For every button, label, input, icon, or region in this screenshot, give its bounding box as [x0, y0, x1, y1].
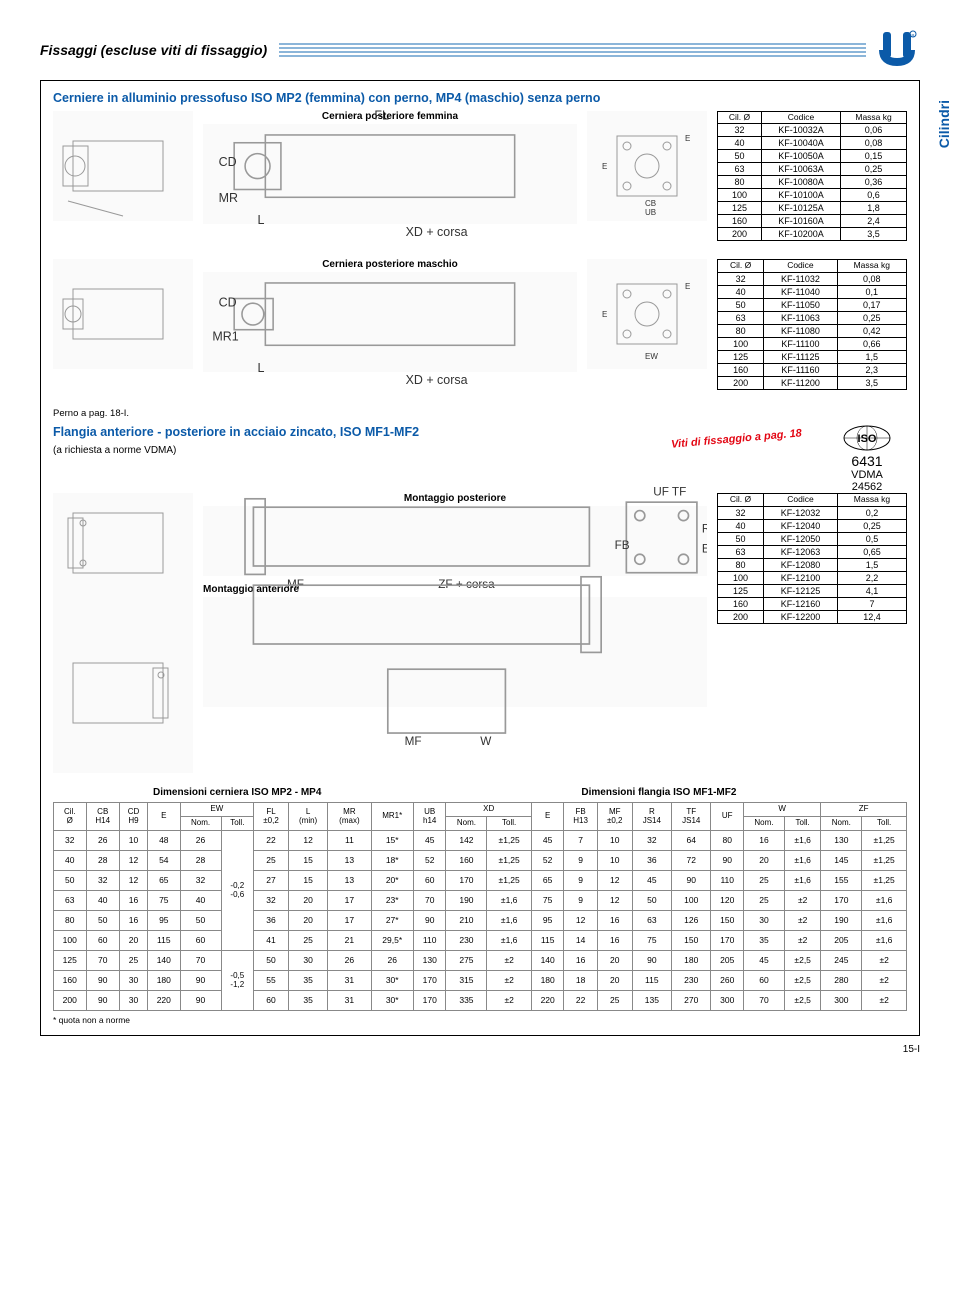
svg-text:E: E [685, 134, 690, 143]
dim-title-right: Dimensioni flangia ISO MF1-MF2 [581, 787, 736, 798]
brand-logo-icon: R [874, 30, 920, 70]
perno-note: Perno a pag. 18-I. [53, 408, 907, 419]
drawing-montaggio-ant: MFW [203, 597, 707, 707]
svg-text:R: R [912, 33, 915, 38]
svg-text:E: E [602, 310, 607, 319]
svg-text:FB: FB [615, 540, 630, 553]
svg-text:L: L [258, 213, 265, 227]
svg-text:MR: MR [219, 191, 238, 205]
svg-text:E: E [685, 282, 690, 291]
table-maschio: Cil. Ø Codice Massa kg 32KF-110320,0840K… [717, 259, 907, 389]
table-row: 402812542825151318*52160±1,2552910367290… [54, 850, 907, 870]
table-row: 503212653227151320*60170±1,2565912459011… [54, 870, 907, 890]
svg-text:CD: CD [219, 296, 237, 310]
table-row: 16090301809055353130*170315±218018201152… [54, 970, 907, 990]
svg-text:MF: MF [405, 735, 422, 745]
drawing-femmina-front: E E CBUB [587, 111, 707, 221]
svg-text:CD: CD [219, 155, 237, 169]
drawing-maschio-3d [53, 259, 193, 369]
table-femmina: Cil. Ø Codice Massa kg 32KF-10032A0,0640… [717, 111, 907, 241]
iso-num-2: VDMA [827, 469, 907, 481]
iso-logo-icon: ISO [827, 425, 907, 454]
svg-text:E: E [702, 543, 707, 556]
big-dimension-table: Cil.Ø CBH14 CDH9 E EW FL±0,2 L(min) MR(m… [53, 802, 907, 1011]
drawing-maschio-front: E E EW [587, 259, 707, 369]
svg-text:W: W [480, 735, 492, 745]
dim-title-left: Dimensioni cerniera ISO MP2 - MP4 [153, 787, 321, 798]
iso-num-1: 6431 [827, 454, 907, 469]
row-maschio: Cerniera posteriore maschio CDMR1LXD + c… [53, 259, 907, 389]
viti-stamp: Viti di fissaggio a pag. 18 [671, 427, 803, 450]
svg-text:EW: EW [645, 352, 658, 361]
svg-text:L: L [258, 361, 265, 375]
th-code: Codice [761, 112, 840, 124]
svg-text:MR1: MR1 [212, 330, 238, 344]
dim-headers: Dimensioni cerniera ISO MP2 - MP4 Dimens… [53, 787, 907, 798]
svg-text:R: R [702, 523, 707, 536]
iso-block: ISO 6431 VDMA 24562 [827, 425, 907, 494]
page-title: Fissaggi (escluse viti di fissaggio) [40, 42, 267, 58]
svg-text:CB: CB [645, 199, 656, 208]
drawing-femmina-side: FLCDMRLXD + corsa [203, 124, 577, 224]
side-tab: Cilindri [936, 100, 952, 148]
flange-title: Flangia anteriore - posteriore in acciai… [53, 425, 647, 439]
drawing-flange-3d-post [53, 493, 193, 773]
svg-text:XD + corsa: XD + corsa [406, 225, 468, 239]
iso-num-3: 24562 [827, 481, 907, 493]
table-flange: Cil. Ø Codice Massa kg 32KF-120320,240KF… [717, 493, 907, 623]
svg-text:ISO: ISO [858, 433, 877, 445]
drawing-maschio-side: CDMR1LXD + corsa [203, 272, 577, 372]
table-row: 3226104826-0,2 -0,622121115*45142±1,2545… [54, 830, 907, 850]
main-content: Cerniere in alluminio pressofuso ISO MP2… [40, 80, 920, 1036]
svg-text:FL: FL [374, 108, 389, 122]
footnote: * quota non a norme [53, 1015, 907, 1025]
svg-text:E: E [602, 162, 607, 171]
table-row: 20090302209060353130*170335±222022251352… [54, 990, 907, 1010]
svg-text:UF TF: UF TF [653, 486, 686, 499]
table-row: 10060201156041252129,5*110230±1,61151416… [54, 930, 907, 950]
table-row: 634016754032201723*70190±1,6759125010012… [54, 890, 907, 910]
svg-text:UB: UB [645, 208, 656, 217]
flange-sub: (a richiesta a norme VDMA) [53, 445, 647, 456]
row-montaggio: Montaggio posteriore MFZF + corsaUF TFFB… [53, 493, 907, 773]
th-cil: Cil. Ø [718, 112, 762, 124]
svg-text:XD + corsa: XD + corsa [406, 374, 468, 388]
row-femmina: Cerniera posteriore femmina FLCDMRLXD + … [53, 111, 907, 241]
header-stripes [279, 43, 866, 57]
table-row: 805016955036201727*90210±1,6951216631261… [54, 910, 907, 930]
th-mass: Massa kg [841, 112, 907, 124]
page-number: 15-I [40, 1044, 920, 1055]
table-row: 125702514070-0,5 -1,250302626130275±2140… [54, 950, 907, 970]
page-header: Fissaggi (escluse viti di fissaggio) R [40, 30, 920, 70]
drawing-femmina-3d [53, 111, 193, 221]
